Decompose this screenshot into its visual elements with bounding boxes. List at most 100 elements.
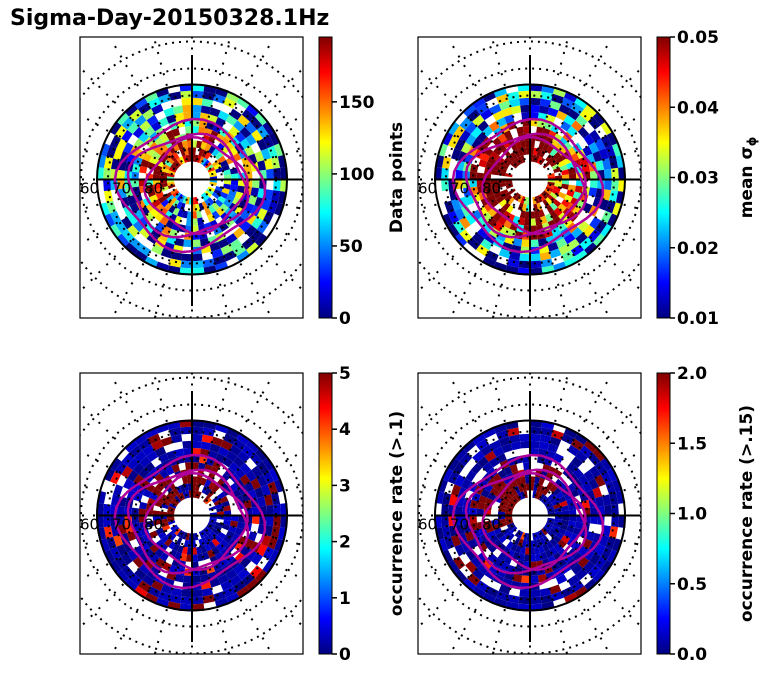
heatmap-cell (453, 220, 466, 234)
heatmap-cell (512, 495, 519, 503)
heatmap-cell (609, 190, 619, 203)
heatmap-cell (575, 450, 588, 463)
heatmap-cell (519, 140, 526, 149)
heatmap-cell (524, 211, 530, 219)
heatmap-cell (103, 549, 115, 564)
heatmap-cell (570, 533, 580, 543)
heatmap-cell (209, 173, 217, 178)
heatmap-cell (530, 554, 537, 562)
heatmap-cell (223, 169, 231, 176)
heatmap-cell (160, 522, 169, 528)
heatmap-cell (612, 478, 623, 493)
heatmap-cell (241, 109, 255, 122)
heatmap-cell (186, 211, 192, 219)
heatmap-cell (223, 433, 237, 445)
heatmap-cell (192, 455, 200, 463)
longitude-line (80, 66, 179, 167)
heatmap-cell (254, 111, 269, 126)
heatmap-cell (230, 179, 239, 186)
heatmap-cell (192, 554, 199, 562)
heatmap-cell (602, 189, 612, 201)
colorbar-label: occurrence rate (>.1) (387, 411, 407, 616)
heatmap-cell (514, 493, 521, 502)
heatmap-cell (228, 525, 237, 534)
heatmap-cell (159, 469, 169, 479)
heatmap-cell (149, 492, 158, 501)
heatmap-cell (267, 536, 278, 550)
heatmap-cell (155, 146, 165, 156)
heatmap-cell (549, 484, 558, 493)
heatmap-cell (197, 217, 204, 226)
heatmap-cell (559, 523, 568, 531)
longitude-line (196, 373, 232, 497)
heatmap-cell (155, 191, 165, 200)
heatmap-cell (196, 155, 202, 163)
heatmap-cell (547, 492, 556, 501)
heatmap-cell (254, 569, 269, 584)
heatmap-cell (496, 117, 507, 128)
heatmap-cell (472, 232, 485, 245)
heatmap-cell (142, 152, 152, 162)
heatmap-cell (213, 591, 226, 602)
contour-line (451, 117, 605, 254)
heatmap-cell (441, 492, 451, 505)
longitude-line (418, 484, 511, 512)
heatmap-cell (223, 586, 237, 598)
heatmap-cell (185, 218, 192, 226)
heatmap-cell (480, 488, 490, 498)
heatmap-cell (514, 193, 521, 202)
longitude-line (539, 532, 611, 654)
heatmap-cell (215, 207, 225, 217)
heatmap-cell (519, 546, 526, 555)
longitude-line (418, 66, 517, 167)
heatmap-cell (149, 530, 158, 539)
heatmap-cell (160, 535, 170, 544)
heatmap-cell (577, 220, 590, 233)
heatmap-cell (545, 213, 554, 223)
heatmap-cell (480, 152, 490, 162)
heatmap-cell (167, 520, 176, 526)
heatmap-cell (129, 202, 140, 214)
heatmap-cell (159, 552, 169, 562)
heatmap-cell (530, 218, 537, 226)
heatmap-cell (464, 531, 475, 542)
heatmap-cell (192, 239, 201, 248)
heatmap-cell (214, 199, 224, 208)
heatmap-cell (198, 531, 205, 539)
longitude-line (201, 532, 273, 654)
heatmap-cell (176, 493, 183, 502)
heatmap-cell (129, 109, 143, 122)
heatmap-cell (475, 438, 490, 451)
heatmap-cell (202, 594, 215, 604)
longitude-line (534, 373, 570, 497)
heatmap-cell (192, 596, 204, 605)
heatmap-cell (153, 169, 161, 176)
heatmap-cell (154, 446, 167, 457)
longitude-line (211, 519, 303, 547)
heatmap-cell (137, 244, 152, 257)
colorbar (318, 372, 333, 655)
heatmap-cell (513, 149, 521, 158)
heatmap-cell (99, 538, 110, 553)
heatmap-cell (203, 192, 210, 200)
heatmap-cell (162, 525, 171, 532)
heatmap-cell (251, 129, 263, 143)
polar-plot: 60 70 80 (418, 373, 641, 654)
figure-title: Sigma-Day-20150328.1Hz (10, 6, 330, 31)
heatmap-cell (147, 189, 156, 198)
heatmap-cell (115, 111, 130, 126)
heatmap-cell (175, 485, 183, 494)
heatmap-cell (505, 173, 513, 178)
heatmap-cell (264, 494, 274, 506)
heatmap-cell (482, 426, 496, 439)
heatmap-cell (549, 584, 562, 595)
heatmap-cell (567, 520, 576, 528)
heatmap-cell (575, 114, 588, 127)
heatmap-cell (232, 533, 242, 543)
heatmap-cell (119, 150, 130, 162)
heatmap-cell (155, 597, 169, 609)
heatmap-cell (192, 575, 201, 584)
heatmap-cell (179, 492, 186, 500)
heatmap-cell (592, 486, 603, 498)
heatmap-cell (541, 495, 548, 503)
